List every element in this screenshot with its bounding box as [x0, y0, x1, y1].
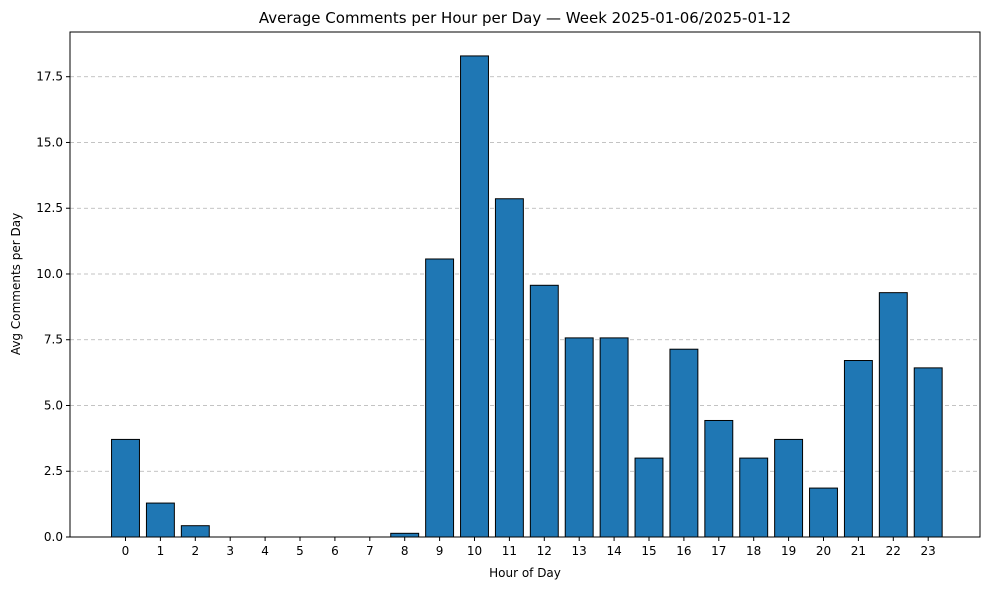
bar-hour-17 — [704, 419, 734, 538]
x-tick-label: 10 — [467, 544, 482, 558]
x-tick-label: 20 — [816, 544, 831, 558]
x-tick-label: 4 — [261, 544, 269, 558]
x-tick-label: 14 — [606, 544, 621, 558]
x-tick-label: 5 — [296, 544, 304, 558]
bar-hour-0 — [111, 438, 140, 538]
bar-hour-20 — [809, 487, 838, 538]
x-axis-ticks: 0 1 2 3 4 5 6 7 8 9 10 11 12 13 14 15 16 17 18 19 20 21 22 23 — [122, 537, 936, 558]
bar-hour-12 — [529, 284, 559, 538]
x-tick-label: 23 — [921, 544, 936, 558]
bar-hour-13 — [564, 337, 594, 538]
bar-hour-23 — [913, 367, 943, 538]
y-tick-label: 17.5 — [36, 70, 63, 84]
x-tick-label: 18 — [746, 544, 761, 558]
x-tick-label: 3 — [226, 544, 234, 558]
x-tick-label: 15 — [641, 544, 656, 558]
y-tick-label: 2.5 — [44, 464, 63, 478]
bar-hour-21 — [843, 360, 873, 538]
x-tick-label: 12 — [537, 544, 552, 558]
x-tick-label: 8 — [401, 544, 409, 558]
x-axis-label: Hour of Day — [489, 566, 561, 580]
bar-hour-22 — [878, 292, 908, 538]
y-tick-label: 7.5 — [44, 333, 63, 347]
bars-group — [111, 55, 943, 538]
x-tick-label: 9 — [436, 544, 444, 558]
plot-frame — [69, 31, 981, 538]
x-tick-label: 13 — [572, 544, 587, 558]
x-tick-label: 11 — [502, 544, 517, 558]
bar-hour-10 — [460, 55, 489, 538]
x-tick-label: 22 — [886, 544, 901, 558]
y-axis-ticks: 0.0 2.5 5.0 7.5 10.0 12.5 15.0 17.5 — [36, 70, 70, 544]
x-tick-label: 17 — [711, 544, 726, 558]
x-tick-label: 0 — [122, 544, 130, 558]
bar-hour-11 — [494, 198, 524, 538]
x-tick-label: 16 — [676, 544, 691, 558]
x-tick-label: 2 — [191, 544, 199, 558]
x-tick-label: 19 — [781, 544, 796, 558]
y-tick-label: 5.0 — [44, 398, 63, 412]
y-tick-label: 15.0 — [36, 135, 63, 149]
chart-title: Average Comments per Hour per Day — Week… — [259, 9, 791, 27]
y-axis-label: Avg Comments per Day — [9, 213, 23, 355]
x-tick-label: 7 — [366, 544, 374, 558]
bar-hour-18 — [739, 457, 769, 538]
bar-hour-16 — [669, 348, 699, 538]
bar-hour-19 — [774, 438, 804, 538]
bar-hour-8 — [390, 532, 420, 538]
y-tick-label: 10.0 — [36, 267, 63, 281]
bar-hour-15 — [634, 457, 664, 538]
x-tick-label: 1 — [157, 544, 165, 558]
bar-hour-9 — [425, 258, 455, 538]
y-tick-label: 0.0 — [44, 530, 63, 544]
x-tick-label: 21 — [851, 544, 866, 558]
gridlines — [70, 76, 980, 538]
bar-hour-14 — [599, 337, 629, 538]
x-tick-label: 6 — [331, 544, 339, 558]
bar-hour-2 — [180, 525, 210, 538]
bar-hour-1 — [145, 502, 175, 538]
y-tick-label: 12.5 — [36, 201, 63, 215]
